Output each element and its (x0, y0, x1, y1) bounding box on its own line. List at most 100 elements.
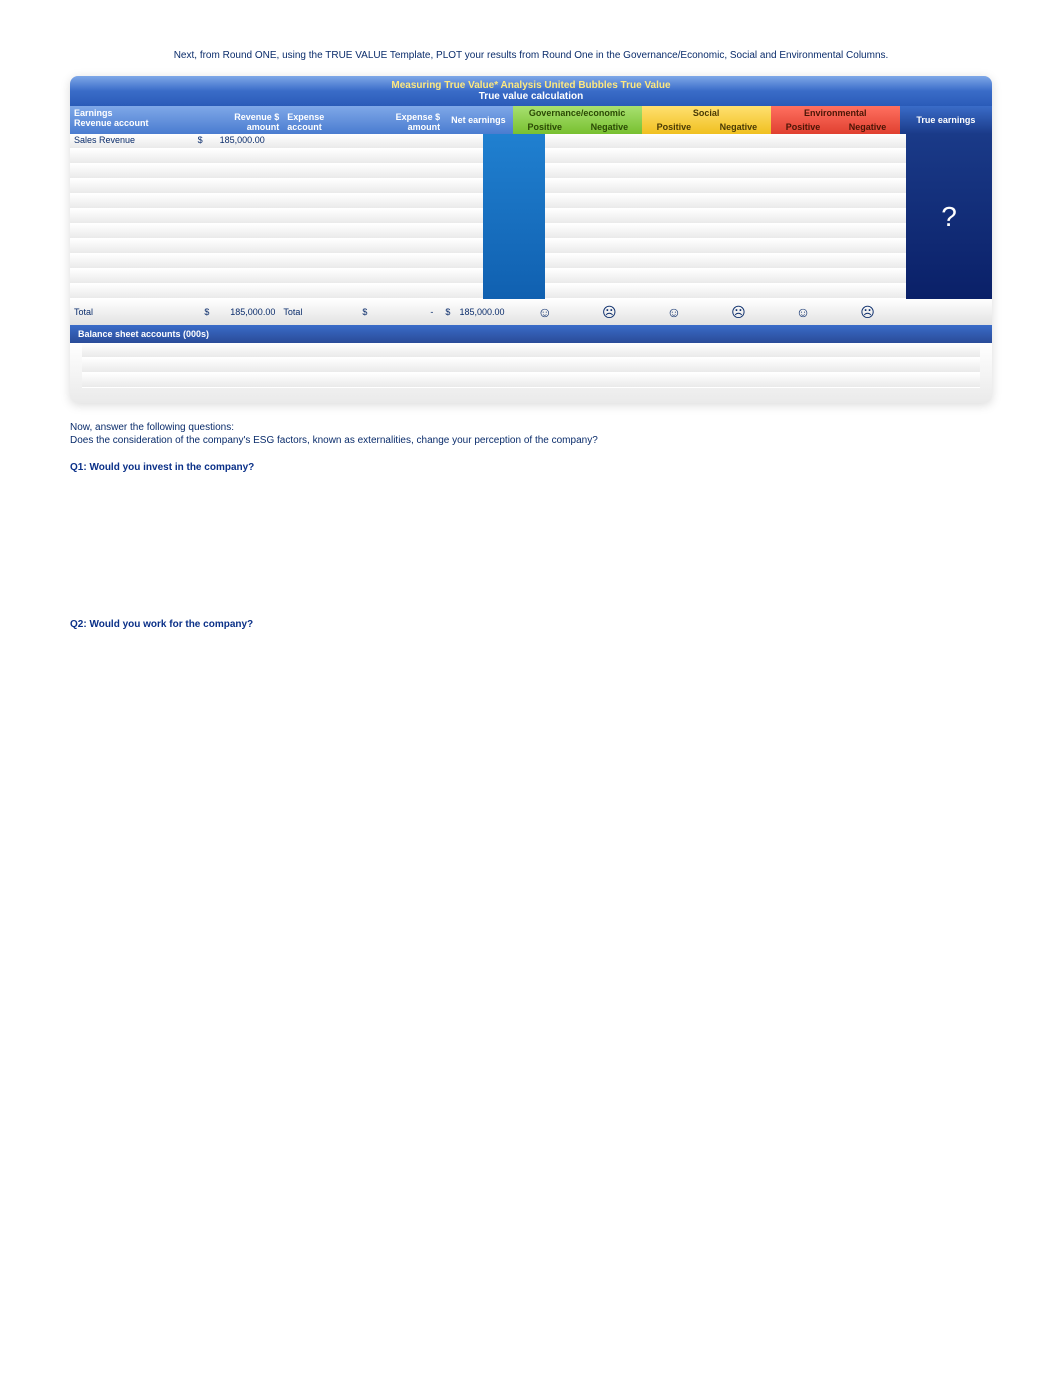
total-environmental: ☺ ☹ (771, 304, 900, 321)
table-row (70, 209, 483, 224)
header-net-earnings: Net earnings (444, 106, 512, 134)
table-row (545, 284, 665, 299)
table-row (786, 254, 906, 269)
true-value-panel: Measuring True Value* Analysis United Bu… (70, 76, 992, 403)
gov-positive-icon: ☺ (513, 304, 578, 321)
table-row (545, 254, 665, 269)
header-earnings-group: Earnings Revenue account Revenue $ amoun… (70, 106, 513, 134)
answer-space-1 (70, 474, 992, 604)
table-row (665, 269, 785, 284)
table-row (545, 209, 665, 224)
net-earnings-bar (483, 134, 545, 299)
table-row (545, 224, 665, 239)
soc-positive-icon: ☺ (642, 304, 707, 321)
header-env-label: Environmental (771, 106, 900, 120)
header-env-negative: Negative (835, 120, 900, 134)
table-row (665, 164, 785, 179)
table-row (545, 194, 665, 209)
true-earnings-cell: ? (906, 134, 992, 299)
table-row (545, 164, 665, 179)
table-row (786, 269, 906, 284)
table-row (786, 284, 906, 299)
table-row (665, 149, 785, 164)
gov-negative-icon: ☹ (577, 304, 642, 321)
table-row (70, 164, 483, 179)
total-revenue-label: Total (70, 307, 200, 317)
env-positive-icon: ☺ (771, 304, 836, 321)
data-area: Sales Revenue $ 185,000.00 ? (70, 134, 992, 299)
panel-title-line2: True value calculation (70, 91, 992, 102)
header-expense-account: Expense account (283, 106, 363, 134)
data-social-col (665, 134, 785, 299)
table-row (545, 134, 665, 149)
header-revenue-account: Earnings Revenue account (70, 106, 203, 134)
header-environmental: Environmental Positive Negative (771, 106, 900, 134)
panel-title-bar: Measuring True Value* Analysis United Bu… (70, 76, 992, 106)
header-soc-negative: Negative (706, 120, 771, 134)
table-row (786, 224, 906, 239)
data-earnings-col: Sales Revenue $ 185,000.00 (70, 134, 483, 299)
total-social: ☺ ☹ (642, 304, 771, 321)
table-row (665, 194, 785, 209)
table-row (70, 224, 483, 239)
total-expense-amount: $ - (358, 307, 437, 317)
table-row (82, 343, 980, 358)
header-governance: Governance/economic Positive Negative (513, 106, 642, 134)
header-governance-label: Governance/economic (513, 106, 642, 120)
table-row (665, 284, 785, 299)
header-social: Social Positive Negative (642, 106, 771, 134)
total-earnings-group: Total $ 185,000.00 Total $ - $ 185,000.0… (70, 305, 513, 319)
header-env-positive: Positive (771, 120, 836, 134)
header-earnings-label: Earnings (74, 108, 199, 118)
table-row (786, 149, 906, 164)
panel-title-line1: Measuring True Value* Analysis United Bu… (70, 80, 992, 91)
table-row (665, 254, 785, 269)
data-environmental-col (786, 134, 906, 299)
data-governance-col (545, 134, 665, 299)
table-row (545, 269, 665, 284)
question-2: Q2: Would you work for the company? (70, 618, 992, 631)
question-intro-2: Does the consideration of the company's … (70, 434, 992, 447)
header-soc-positive: Positive (642, 120, 707, 134)
table-row (665, 179, 785, 194)
table-row (786, 164, 906, 179)
header-expense-amount: Expense $ amount (364, 106, 444, 134)
table-row (545, 239, 665, 254)
table-row (82, 373, 980, 388)
table-row (665, 134, 785, 149)
header-social-label: Social (642, 106, 771, 120)
table-row (70, 284, 483, 299)
header-gov-positive: Positive (513, 120, 578, 134)
total-net-amount: $ 185,000.00 (437, 307, 512, 317)
question-block: Now, answer the following questions: Doe… (70, 421, 992, 631)
data-row-sales: Sales Revenue $ 185,000.00 (70, 134, 483, 149)
sales-revenue-amount: $ 185,000.00 (194, 134, 269, 148)
table-row (70, 194, 483, 209)
question-1: Q1: Would you invest in the company? (70, 461, 992, 474)
total-expense-label: Total (279, 307, 358, 317)
table-row (82, 358, 980, 373)
table-row (786, 134, 906, 149)
table-row (786, 239, 906, 254)
table-row (70, 269, 483, 284)
header-gov-negative: Negative (577, 120, 642, 134)
balance-sheet-header: Balance sheet accounts (000s) (70, 325, 992, 343)
table-row (786, 194, 906, 209)
total-revenue-amount: $ 185,000.00 (200, 307, 279, 317)
table-row (545, 179, 665, 194)
table-row (70, 254, 483, 269)
header-revenue-amount: Revenue $ amount (203, 106, 283, 134)
table-row (70, 239, 483, 254)
table-row (665, 239, 785, 254)
table-row (786, 179, 906, 194)
sales-revenue-label: Sales Revenue (70, 134, 194, 148)
header-revenue-account-label: Revenue account (74, 118, 199, 128)
table-row (665, 224, 785, 239)
table-row (70, 179, 483, 194)
total-governance: ☺ ☹ (513, 304, 642, 321)
total-row: Total $ 185,000.00 Total $ - $ 185,000.0… (70, 299, 992, 325)
question-intro-1: Now, answer the following questions: (70, 421, 992, 434)
balance-sheet-area (70, 343, 992, 403)
table-row (545, 149, 665, 164)
header-true-earnings: True earnings (900, 106, 992, 134)
